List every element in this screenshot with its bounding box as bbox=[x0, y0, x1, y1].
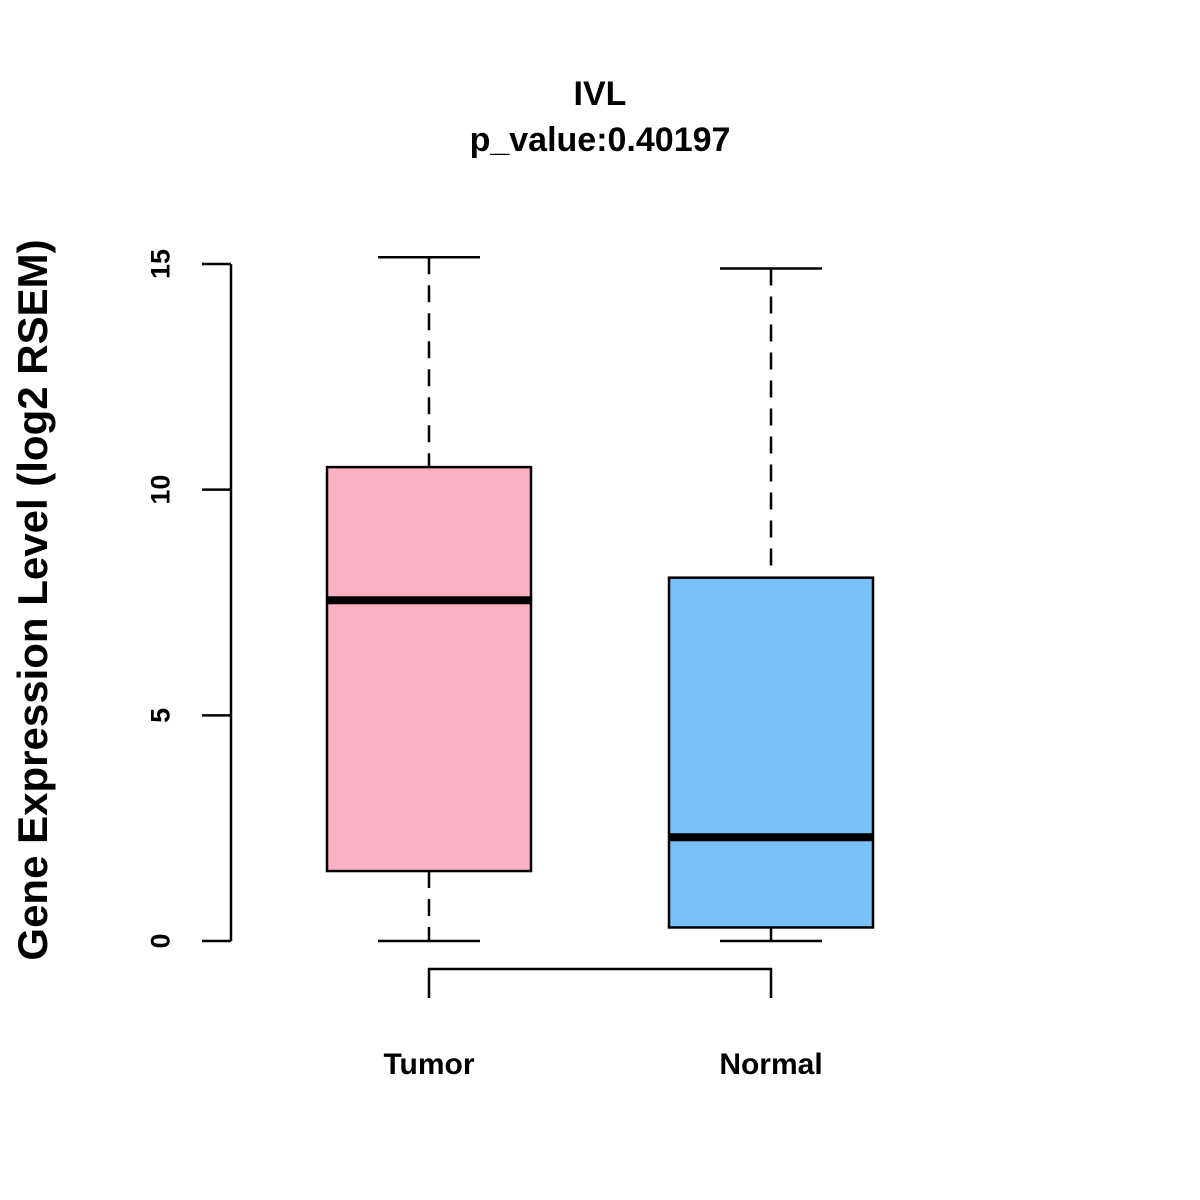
y-tick-label-0: 0 bbox=[145, 933, 175, 948]
iqr-box bbox=[667, 576, 875, 929]
x-category-label-tumor: Tumor bbox=[383, 1048, 474, 1081]
y-axis: 0 5 10 15 bbox=[145, 249, 233, 949]
bracket-line bbox=[427, 967, 773, 998]
y-tick-label-1: 5 bbox=[145, 708, 175, 723]
x-category-label-normal: Normal bbox=[719, 1048, 822, 1081]
comparison-bracket bbox=[427, 967, 773, 998]
iqr-box bbox=[325, 465, 533, 873]
chart-subtitle: p_value:0.40197 bbox=[470, 121, 731, 159]
y-axis-label: Gene Expression Level (log2 RSEM) bbox=[9, 239, 56, 960]
chart-title: IVL bbox=[574, 75, 627, 113]
category-labels: Tumor Normal bbox=[383, 1048, 822, 1081]
box-normal bbox=[667, 267, 875, 943]
boxes-group bbox=[325, 255, 875, 943]
y-tick-label-3: 15 bbox=[145, 249, 175, 279]
box-tumor bbox=[325, 255, 533, 943]
y-tick-label-2: 10 bbox=[145, 475, 175, 505]
